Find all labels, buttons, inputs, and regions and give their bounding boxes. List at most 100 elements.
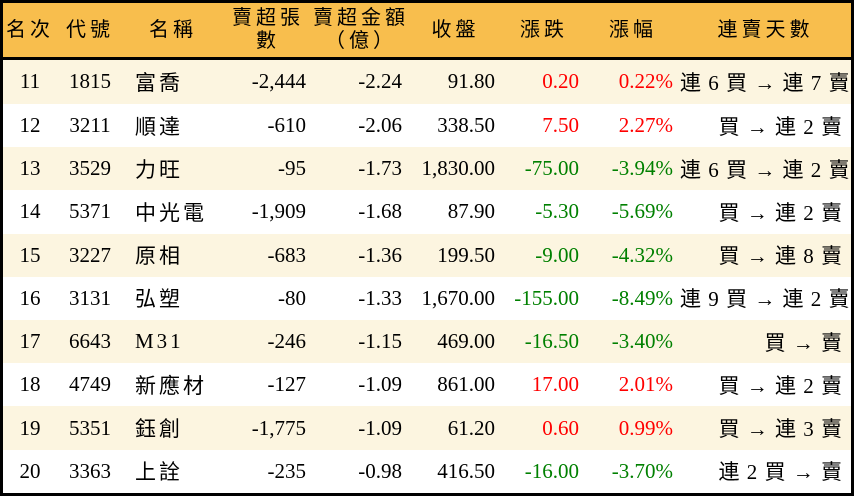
cell-rank: 12 — [19, 113, 41, 137]
cell-code: 3211 — [69, 113, 111, 137]
table-row: 17 6643 M31 -246 -1.15 469.00 -16.50 -3.40% 買 → … — [3, 319, 851, 364]
table-row: 14 5371 中光電 -1,909 -1.68 87.90 -5.30 -5.69% 買 → … — [3, 190, 851, 234]
column-header-rank: 名次 — [3, 3, 57, 60]
cell-change: 0.20 — [542, 69, 579, 94]
cell-sell_amount: -1.36 — [358, 242, 402, 267]
cell-sell_volume: -2,444 — [251, 69, 306, 94]
stock-table: 名次 代號 名稱 賣超張數 賣超金額 （億） 收盤 漲跌 漲幅 連賣天數 11 1815 富喬 -2,4… — [3, 3, 851, 493]
cell-change_pct: -8.49% — [611, 285, 673, 310]
table-row: 13 3529 力旺 -95 -1.73 1,830.00 -75.00 -3.94% 連 6 … — [3, 147, 851, 191]
table-row: 15 3227 原相 -683 -1.36 199.50 -9.00 -4.32% 買 → 連 … — [3, 233, 851, 277]
cell-sell_amount: -2.24 — [358, 69, 402, 94]
cell-code: 3363 — [69, 458, 111, 483]
cell-streak: 連 2 買 → 賣 — [718, 460, 843, 485]
cell-code: 1815 — [69, 69, 111, 94]
cell-change: -5.30 — [535, 199, 579, 224]
cell-name: 中光電 — [135, 200, 207, 225]
cell-change_pct: -4.32% — [611, 242, 673, 267]
cell-change: 0.60 — [542, 415, 579, 440]
cell-close: 1,830.00 — [421, 156, 496, 181]
cell-rank: 19 — [19, 415, 41, 440]
cell-code: 4749 — [69, 372, 111, 397]
cell-rank: 20 — [19, 458, 41, 483]
cell-rank: 14 — [19, 199, 41, 224]
column-header-close: 收盤 — [409, 3, 502, 60]
cell-name: 原相 — [135, 244, 183, 269]
table-body: 11 1815 富喬 -2,444 -2.24 91.80 0.20 0.22% 連 6 買 →… — [3, 58, 851, 493]
cell-close: 338.50 — [437, 113, 495, 137]
table-header: 名次 代號 名稱 賣超張數 賣超金額 （億） 收盤 漲跌 漲幅 連賣天數 — [3, 3, 851, 60]
cell-sell_volume: -610 — [267, 113, 307, 137]
cell-sell_amount: -1.73 — [358, 156, 402, 181]
table-row: 19 5351 鈺創 -1,775 -1.09 61.20 0.60 0.99% 買 → 連 3… — [3, 406, 851, 450]
cell-code: 3131 — [69, 285, 111, 310]
cell-streak: 買 → 連 2 賣 — [718, 114, 843, 139]
column-header-change: 漲跌 — [502, 3, 586, 60]
cell-streak: 連 6 買 → 連 7 賣 — [680, 70, 851, 95]
cell-sell_amount: -1.33 — [358, 285, 402, 310]
cell-change: -16.00 — [524, 458, 579, 483]
column-header-line: （億） — [325, 30, 397, 52]
cell-name: 上詮 — [135, 460, 183, 485]
header-row: 名次 代號 名稱 賣超張數 賣超金額 （億） 收盤 漲跌 漲幅 連賣天數 — [3, 3, 851, 60]
column-header-sell_volume: 賣超張數 — [223, 3, 313, 60]
cell-streak: 買 → 連 8 賣 — [718, 244, 843, 269]
cell-change_pct: -3.40% — [611, 329, 673, 354]
cell-change: -9.00 — [535, 242, 579, 267]
cell-sell_volume: -1,775 — [251, 415, 306, 440]
cell-name: 富喬 — [135, 70, 183, 95]
cell-streak: 買 → 連 2 賣 — [718, 373, 843, 398]
cell-close: 199.50 — [437, 242, 495, 267]
cell-code: 6643 — [69, 329, 111, 354]
cell-rank: 11 — [19, 69, 41, 94]
cell-name: 順達 — [135, 114, 183, 139]
cell-sell_volume: -683 — [267, 242, 307, 267]
cell-streak: 買 → 賣 — [764, 330, 843, 355]
cell-change_pct: -3.94% — [611, 156, 673, 181]
column-header-sell_amount: 賣超金額 （億） — [313, 3, 409, 60]
cell-streak: 買 → 連 3 賣 — [718, 417, 843, 442]
cell-close: 416.50 — [437, 458, 495, 483]
cell-sell_volume: -1,909 — [251, 199, 306, 224]
table-row: 18 4749 新應材 -127 -1.09 861.00 17.00 2.01% 買 → 連 … — [3, 363, 851, 407]
cell-close: 469.00 — [437, 329, 495, 354]
cell-change_pct: 2.27% — [618, 113, 673, 137]
cell-code: 3227 — [69, 242, 111, 267]
cell-close: 1,670.00 — [421, 285, 496, 310]
column-header-name: 名稱 — [123, 3, 223, 60]
cell-name: 力旺 — [135, 157, 183, 182]
cell-sell_amount: -1.15 — [358, 329, 402, 354]
column-header-change_pct: 漲幅 — [586, 3, 680, 60]
cell-code: 5351 — [69, 415, 111, 440]
cell-sell_volume: -80 — [278, 285, 306, 310]
cell-close: 61.20 — [447, 415, 495, 440]
cell-rank: 13 — [19, 156, 41, 181]
cell-sell_amount: -2.06 — [358, 113, 402, 137]
column-header-line: 賣超金額 — [313, 7, 409, 29]
cell-sell_amount: -0.98 — [358, 458, 402, 483]
cell-close: 87.90 — [447, 199, 495, 224]
cell-sell_amount: -1.09 — [358, 415, 402, 440]
table-row: 11 1815 富喬 -2,444 -2.24 91.80 0.20 0.22% 連 6 買 →… — [3, 58, 851, 104]
cell-sell_volume: -127 — [267, 372, 307, 397]
column-header-code: 代號 — [57, 3, 123, 60]
cell-change: -75.00 — [524, 156, 579, 181]
cell-rank: 17 — [19, 329, 41, 354]
cell-change: 17.00 — [531, 372, 579, 397]
table-row: 16 3131 弘塑 -80 -1.33 1,670.00 -155.00 -8.49% 連 9… — [3, 276, 851, 320]
cell-sell_volume: -95 — [278, 156, 306, 181]
cell-sell_volume: -235 — [267, 458, 307, 483]
cell-name: 弘塑 — [135, 287, 183, 312]
cell-close: 861.00 — [437, 372, 495, 397]
cell-code: 3529 — [69, 156, 111, 181]
cell-change_pct: -3.70% — [611, 458, 673, 483]
cell-change_pct: 0.22% — [618, 69, 673, 94]
cell-name: 新應材 — [135, 373, 207, 398]
cell-streak: 連 6 買 → 連 2 賣 — [680, 157, 851, 182]
cell-rank: 15 — [19, 242, 41, 267]
cell-close: 91.80 — [447, 69, 495, 94]
table-row: 20 3363 上詮 -235 -0.98 416.50 -16.00 -3.70% 連 2 買… — [3, 449, 851, 493]
cell-change_pct: 2.01% — [618, 372, 673, 397]
column-header-streak: 連賣天數 — [680, 3, 851, 60]
